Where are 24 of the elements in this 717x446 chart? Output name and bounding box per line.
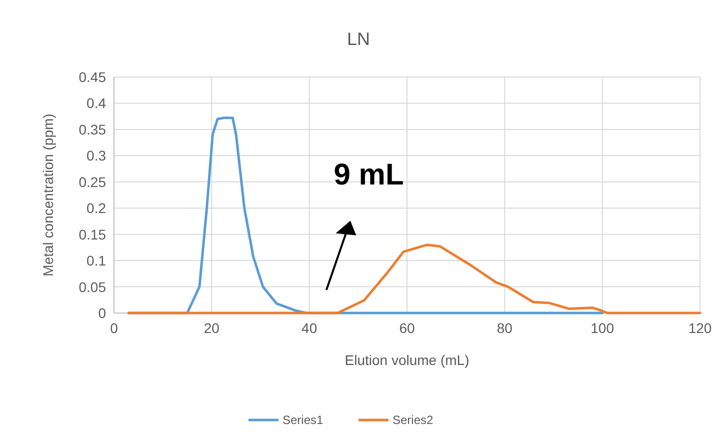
annotation: 9 mL bbox=[334, 158, 404, 192]
x-tick-label: 40 bbox=[302, 320, 318, 336]
y-tick-label: 0.05 bbox=[78, 278, 106, 295]
y-tick-label: 0.3 bbox=[86, 148, 106, 164]
x-tick-label: 20 bbox=[204, 320, 220, 336]
legend-label: Series2 bbox=[392, 413, 434, 427]
y-tick-label: 0.2 bbox=[86, 200, 106, 216]
y-tick-label: 0.45 bbox=[78, 69, 106, 85]
line-series bbox=[127, 244, 702, 314]
y-tick-label: 0.15 bbox=[78, 226, 106, 242]
y-tick-label: 0.4 bbox=[86, 95, 106, 112]
y-tick-label: 0 bbox=[98, 305, 106, 321]
y-tick-label: 0.35 bbox=[78, 121, 106, 138]
legend-label: Series1 bbox=[282, 413, 324, 427]
y-axis-title: Metal concentration (ppm) bbox=[40, 114, 56, 276]
x-tick-label: 80 bbox=[496, 320, 513, 336]
y-tick-label: 0.25 bbox=[78, 174, 106, 190]
x-tick-label: 0 bbox=[110, 320, 118, 336]
x-tick-label: 60 bbox=[399, 320, 415, 336]
x-tick-label: 120 bbox=[688, 320, 712, 336]
x-axis-title: Elution volume (mL) bbox=[344, 352, 470, 368]
x-tick-label: 100 bbox=[590, 320, 614, 336]
y-tick-label: 0.1 bbox=[86, 252, 106, 269]
chart-title: LN bbox=[346, 29, 370, 49]
